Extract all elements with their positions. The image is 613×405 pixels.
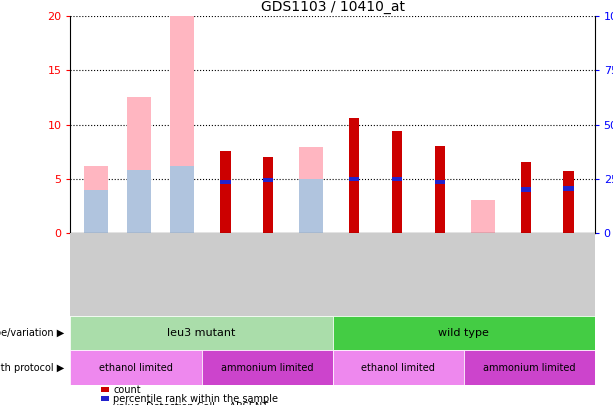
Text: growth protocol ▶: growth protocol ▶	[0, 362, 64, 373]
Bar	[435, 146, 445, 233]
Bar	[520, 162, 531, 233]
Bar	[128, 170, 151, 233]
Text: ethanol limited: ethanol limited	[99, 362, 173, 373]
Bar	[471, 200, 495, 233]
Bar	[563, 186, 574, 191]
Bar	[333, 316, 595, 350]
Bar	[128, 98, 151, 233]
Bar	[85, 166, 108, 233]
Bar	[299, 147, 323, 233]
Bar	[299, 179, 323, 233]
Bar	[392, 177, 402, 181]
Text: leu3 mutant: leu3 mutant	[167, 328, 236, 338]
Bar	[220, 151, 230, 233]
Text: value, Detection Call = ABSENT: value, Detection Call = ABSENT	[113, 403, 268, 405]
Bar	[170, 16, 194, 233]
Bar	[70, 316, 333, 350]
Bar	[520, 188, 531, 192]
Text: ammonium limited: ammonium limited	[483, 362, 576, 373]
Bar	[563, 171, 574, 233]
Bar	[263, 157, 273, 233]
Bar	[220, 180, 230, 184]
Text: wild type: wild type	[438, 328, 489, 338]
Bar	[70, 350, 202, 385]
Bar	[202, 350, 333, 385]
Bar	[85, 190, 108, 233]
Text: ammonium limited: ammonium limited	[221, 362, 313, 373]
Text: percentile rank within the sample: percentile rank within the sample	[113, 394, 278, 403]
Bar	[435, 180, 445, 184]
Text: count: count	[113, 385, 141, 394]
Bar	[392, 131, 402, 233]
Bar	[263, 178, 273, 182]
Text: genotype/variation ▶: genotype/variation ▶	[0, 328, 64, 338]
Bar	[170, 166, 194, 233]
Bar	[349, 118, 359, 233]
Bar	[333, 350, 463, 385]
Bar	[349, 177, 359, 181]
Title: GDS1103 / 10410_at: GDS1103 / 10410_at	[261, 0, 405, 14]
Text: ethanol limited: ethanol limited	[361, 362, 435, 373]
Bar	[463, 350, 595, 385]
